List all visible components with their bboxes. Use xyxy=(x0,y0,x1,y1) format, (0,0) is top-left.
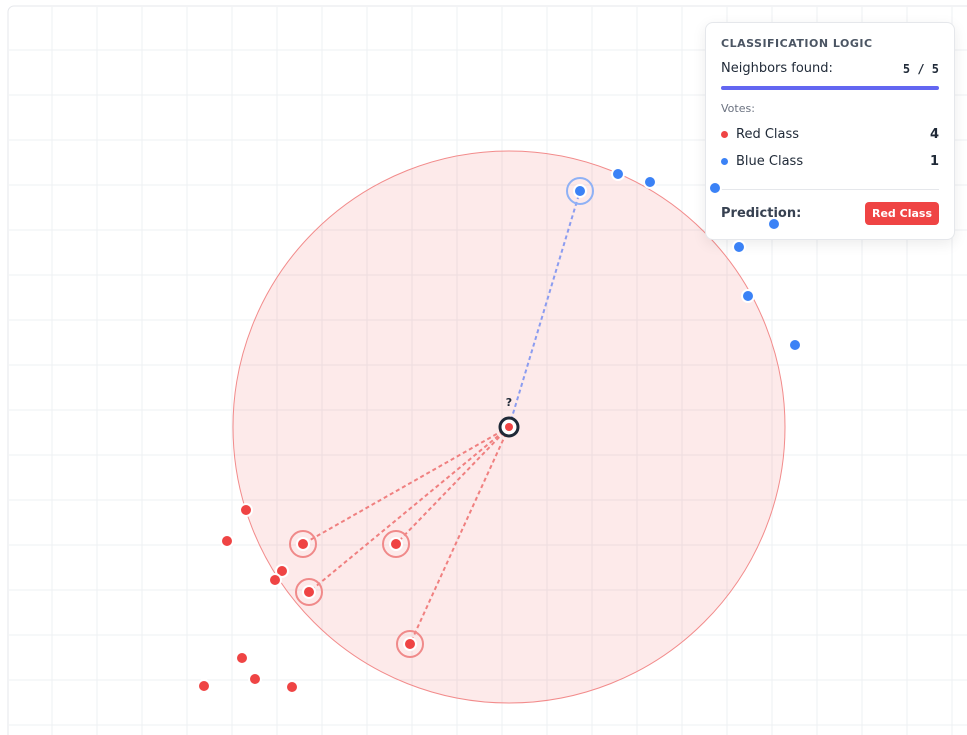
logic-panel: CLASSIFICATION LOGIC Neighbors found: 5 … xyxy=(705,22,955,240)
progress-bar xyxy=(721,86,939,90)
vote-row: Red Class 4 xyxy=(721,127,939,142)
panel-title: CLASSIFICATION LOGIC xyxy=(721,37,873,50)
vote-name: Red Class xyxy=(721,127,799,142)
neighbors-row: Neighbors found: 5 / 5 xyxy=(721,61,939,76)
neighbors-value: 5 / 5 xyxy=(902,61,939,76)
neighbor-lines xyxy=(302,190,581,645)
vote-count: 4 xyxy=(929,127,939,142)
neighbor-line xyxy=(508,190,581,428)
neighbor-line xyxy=(409,426,510,645)
prediction-label: Prediction: xyxy=(721,206,802,221)
prediction-row: Prediction: Red Class xyxy=(721,202,939,225)
prediction-badge: Red Class xyxy=(865,202,939,225)
vote-name: Blue Class xyxy=(721,154,803,169)
neighbor-line xyxy=(395,426,510,545)
divider xyxy=(721,189,939,190)
votes-label: Votes: xyxy=(721,102,755,115)
neighbors-label: Neighbors found: xyxy=(721,61,833,76)
class-name: Red Class xyxy=(736,127,800,142)
class-name: Blue Class xyxy=(736,154,804,169)
grid xyxy=(9,7,967,735)
neighbor-line xyxy=(302,426,510,545)
vote-row: Blue Class 1 xyxy=(721,154,939,169)
vote-count: 1 xyxy=(929,154,939,169)
neighbor-line xyxy=(308,426,510,593)
